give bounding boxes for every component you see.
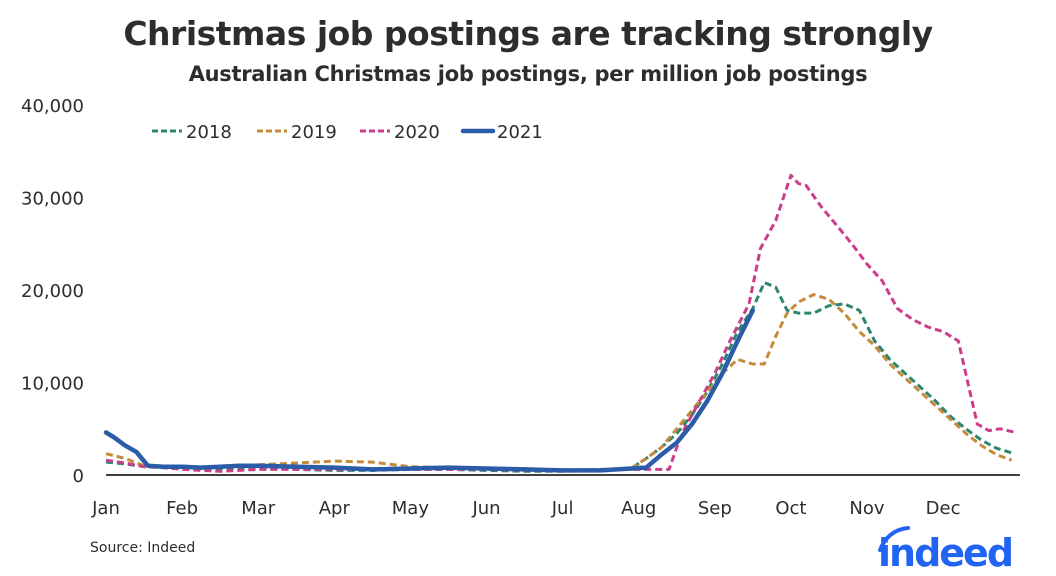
legend-label: 2018 [186,122,232,143]
series-line-2020 [105,173,1016,473]
x-tick-label: Jun [471,498,500,519]
legend-item-2021: 2021 [460,122,543,143]
legend-label: 2020 [394,122,440,143]
x-tick-label: Feb [166,498,198,519]
x-tick-label: Jul [551,498,574,519]
legend-item-2020: 2020 [360,122,440,143]
x-tick-label: Nov [849,498,884,519]
indeed-logo-text: indeed [878,531,1012,572]
series-line-2021 [103,308,756,473]
source-note: Source: Indeed [90,540,196,556]
x-tick-label: May [392,498,430,519]
y-tick-label: 20,000 [21,281,84,302]
x-tick-label: Jan [91,498,120,519]
series-line-2019 [105,293,1013,472]
legend-item-2019: 2019 [257,122,337,143]
y-tick-label: 0 [73,466,84,487]
legend-label: 2019 [291,122,337,143]
series-layer [103,173,1016,473]
x-axis: Jan Feb Mar Apr May Jun Jul Aug Sep Oct Nov Dec [91,498,960,519]
legend-item-2018: 2018 [152,122,232,143]
x-tick-label: Aug [621,498,656,519]
y-tick-label: 30,000 [21,189,84,210]
series-line-2018 [105,281,1013,473]
legend: 2018 2019 2020 2021 [152,122,543,143]
x-tick-label: Sep [698,498,732,519]
chart-subtitle: Australian Christmas job postings, per m… [188,62,868,86]
legend-label: 2021 [497,122,543,143]
x-tick-label: Dec [926,498,961,519]
y-tick-label: 40,000 [21,96,84,117]
y-axis: 0 10,000 20,000 30,000 40,000 [21,96,84,487]
x-tick-label: Oct [775,498,806,519]
x-tick-label: Mar [241,498,276,519]
chart-title: Christmas job postings are tracking stro… [123,14,933,53]
y-tick-label: 10,000 [21,374,84,395]
x-tick-label: Apr [319,498,351,519]
indeed-logo: indeed [878,526,1014,572]
indeed-logo-arc-icon [878,526,910,552]
